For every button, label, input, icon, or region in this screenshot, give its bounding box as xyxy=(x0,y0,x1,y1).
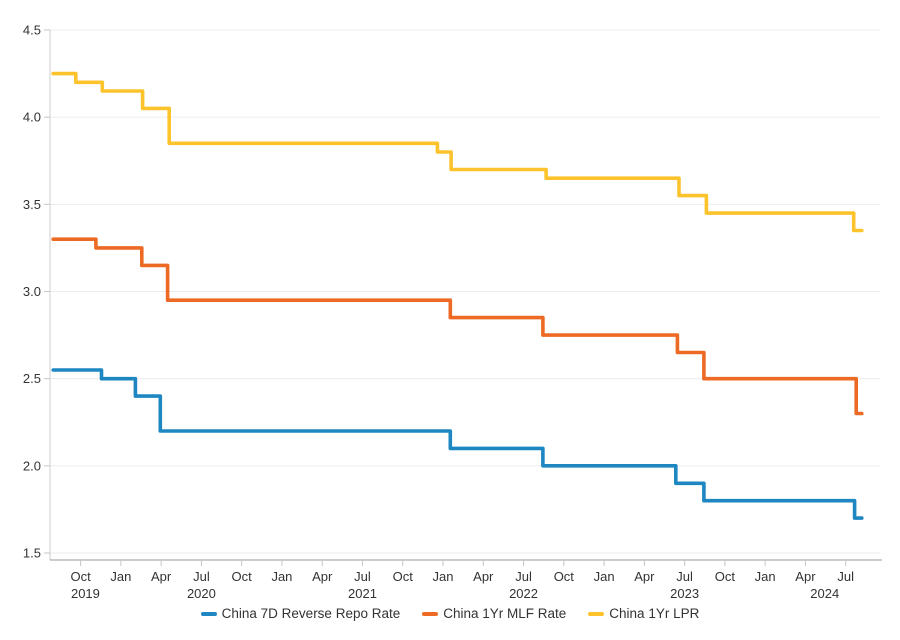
y-axis-tick-label: 4.5 xyxy=(23,23,41,38)
x-axis-year-label: 2023 xyxy=(670,586,699,601)
legend-swatch-mlf xyxy=(422,611,439,616)
x-axis-tick-label: Apr xyxy=(473,569,494,584)
x-axis-tick-label: Jan xyxy=(433,569,454,584)
x-axis-tick-label: Jul xyxy=(354,569,371,584)
x-axis-year-label: 2020 xyxy=(187,586,216,601)
y-axis-tick-label: 4.0 xyxy=(23,110,41,125)
x-axis-year-label: 2021 xyxy=(348,586,377,601)
legend: China 7D Reverse Repo Rate China 1Yr MLF… xyxy=(0,606,900,621)
legend-swatch-reverse-repo xyxy=(200,611,217,616)
x-axis-tick-label: Apr xyxy=(151,569,172,584)
x-axis-tick-label: Jul xyxy=(193,569,210,584)
x-axis-tick-label: Jan xyxy=(594,569,615,584)
legend-item-mlf[interactable]: China 1Yr MLF Rate xyxy=(422,606,566,621)
x-axis-tick-label: Oct xyxy=(393,569,414,584)
legend-swatch-lpr xyxy=(588,611,605,616)
y-axis-tick-label: 2.0 xyxy=(23,458,41,473)
legend-label-mlf: China 1Yr MLF Rate xyxy=(443,606,567,621)
y-axis-tick-label: 2.5 xyxy=(23,371,41,386)
series-line-2 xyxy=(51,71,864,233)
y-axis-tick-label: 1.5 xyxy=(23,546,41,561)
rates-chart: 4.5 4.0 3.5 3.0 2.5 2.0 1.5 Oct Jan Apr Jul Oct Jan A… xyxy=(23,23,882,601)
y-axis-tick-label: 3.5 xyxy=(23,197,41,212)
x-axis-tick-label: Oct xyxy=(70,569,91,584)
x-axis-tick-label: Apr xyxy=(312,569,333,584)
legend-label-lpr: China 1Yr LPR xyxy=(609,606,700,621)
legend-label-reverse-repo: China 7D Reverse Repo Rate xyxy=(221,606,401,621)
x-axis-tick-label: Apr xyxy=(795,569,816,584)
x-axis-tick-label: Oct xyxy=(715,569,736,584)
x-axis-tick-label: Jan xyxy=(755,569,776,584)
legend-item-reverse-repo[interactable]: China 7D Reverse Repo Rate xyxy=(200,606,401,621)
x-axis-year-label: 2022 xyxy=(509,586,538,601)
x-axis-tick-label: Oct xyxy=(554,569,575,584)
x-axis-tick-label: Jan xyxy=(110,569,131,584)
x-axis-year-label: 2024 xyxy=(810,586,839,601)
series-line-1 xyxy=(51,237,864,416)
x-axis-tick-label: Jul xyxy=(515,569,532,584)
x-axis-tick-label: Jul xyxy=(837,569,854,584)
legend-item-lpr[interactable]: China 1Yr LPR xyxy=(588,606,699,621)
y-axis-tick-label: 3.0 xyxy=(23,284,41,299)
x-axis-tick-label: Jan xyxy=(271,569,292,584)
x-axis-tick-label: Oct xyxy=(232,569,253,584)
x-axis-year-label: 2019 xyxy=(71,586,100,601)
x-axis-tick-label: Jul xyxy=(676,569,693,584)
x-axis-tick-label: Apr xyxy=(634,569,655,584)
series-line-0 xyxy=(51,368,864,520)
